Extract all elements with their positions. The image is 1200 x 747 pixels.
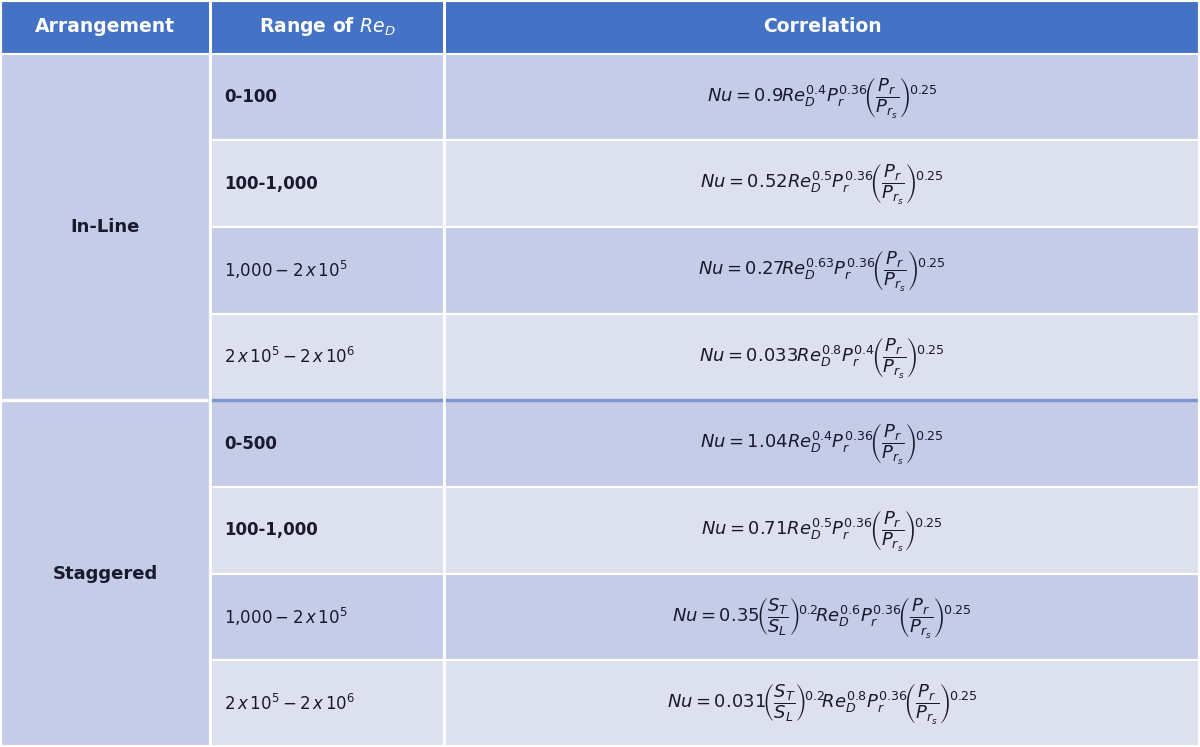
Bar (210, 0, 444, 54)
Bar (444, 140, 1200, 227)
Text: 0-500: 0-500 (224, 435, 277, 453)
Text: $Nu = 0.71Re_D^{0.5}P_r^{0.36}\!\left(\dfrac{P_r}{P_{r_s}}\right)^{\!0.25}$: $Nu = 0.71Re_D^{0.5}P_r^{0.36}\!\left(\d… (701, 508, 943, 553)
Bar (210, 140, 444, 227)
Bar (444, 0, 1200, 54)
Bar (210, 487, 444, 574)
Text: $Nu = 0.35\!\left(\dfrac{S_T}{S_L}\right)^{\!0.2}\!Re_D^{0.6}P_r^{0.36}\!\left(\: $Nu = 0.35\!\left(\dfrac{S_T}{S_L}\right… (672, 595, 972, 639)
Bar (210, 400, 444, 487)
Text: Staggered: Staggered (53, 565, 157, 583)
Bar (444, 487, 1200, 574)
Text: Arrangement: Arrangement (35, 17, 175, 37)
Text: 100-1,000: 100-1,000 (224, 175, 318, 193)
Bar (444, 314, 1200, 400)
Text: 0-100: 0-100 (224, 88, 277, 106)
Bar (210, 574, 444, 660)
Text: Range of $\mathit{Re}_D$: Range of $\mathit{Re}_D$ (259, 16, 395, 38)
Text: $Nu = 0.27Re_D^{0.63}P_r^{0.36}\!\left(\dfrac{P_r}{P_{r_s}}\right)^{\!0.25}$: $Nu = 0.27Re_D^{0.63}P_r^{0.36}\!\left(\… (698, 248, 946, 293)
Bar (210, 660, 444, 747)
Bar (210, 54, 444, 140)
Bar (444, 574, 1200, 660)
Text: $Nu = 1.04Re_D^{0.4}P_r^{0.36}\!\left(\dfrac{P_r}{P_{r_s}}\right)^{\!0.25}$: $Nu = 1.04Re_D^{0.4}P_r^{0.36}\!\left(\d… (701, 421, 943, 466)
Text: $Nu = 0.033Re_D^{0.8}P_r^{0.4}\!\left(\dfrac{P_r}{P_{r_s}}\right)^{\!0.25}$: $Nu = 0.033Re_D^{0.8}P_r^{0.4}\!\left(\d… (700, 335, 944, 379)
Text: $2\,\mathit{x}\,10^5 - 2\,\mathit{x}\,10^6$: $2\,\mathit{x}\,10^5 - 2\,\mathit{x}\,10… (224, 347, 355, 367)
Bar (0, 0, 210, 54)
Bar (444, 227, 1200, 314)
Text: 100-1,000: 100-1,000 (224, 521, 318, 539)
Bar (210, 227, 444, 314)
Bar (444, 400, 1200, 487)
Bar (444, 54, 1200, 140)
Bar (210, 314, 444, 400)
Text: $Nu = 0.52Re_D^{0.5}P_r^{0.36}\!\left(\dfrac{P_r}{P_{r_s}}\right)^{\!0.25}$: $Nu = 0.52Re_D^{0.5}P_r^{0.36}\!\left(\d… (701, 161, 943, 206)
Text: $1{,}000 - 2\,\mathit{x}\,10^5$: $1{,}000 - 2\,\mathit{x}\,10^5$ (224, 259, 348, 282)
Text: $1{,}000 - 2\,\mathit{x}\,10^5$: $1{,}000 - 2\,\mathit{x}\,10^5$ (224, 606, 348, 628)
Bar (0, 54, 210, 747)
Text: Correlation: Correlation (763, 17, 881, 37)
Text: $Nu = 0.031\!\left(\dfrac{S_T}{S_L}\right)^{\!0.2}\!Re_D^{0.8}P_r^{0.36}\!\left(: $Nu = 0.031\!\left(\dfrac{S_T}{S_L}\righ… (667, 681, 977, 726)
Bar (444, 660, 1200, 747)
Text: $Nu = 0.9Re_D^{0.4}P_r^{0.36}\!\left(\dfrac{P_r}{P_{r_s}}\right)^{\!0.25}$: $Nu = 0.9Re_D^{0.4}P_r^{0.36}\!\left(\df… (707, 75, 937, 120)
Text: $2\,\mathit{x}\,10^5 - 2\,\mathit{x}\,10^6$: $2\,\mathit{x}\,10^5 - 2\,\mathit{x}\,10… (224, 694, 355, 713)
Text: In-Line: In-Line (71, 218, 139, 236)
